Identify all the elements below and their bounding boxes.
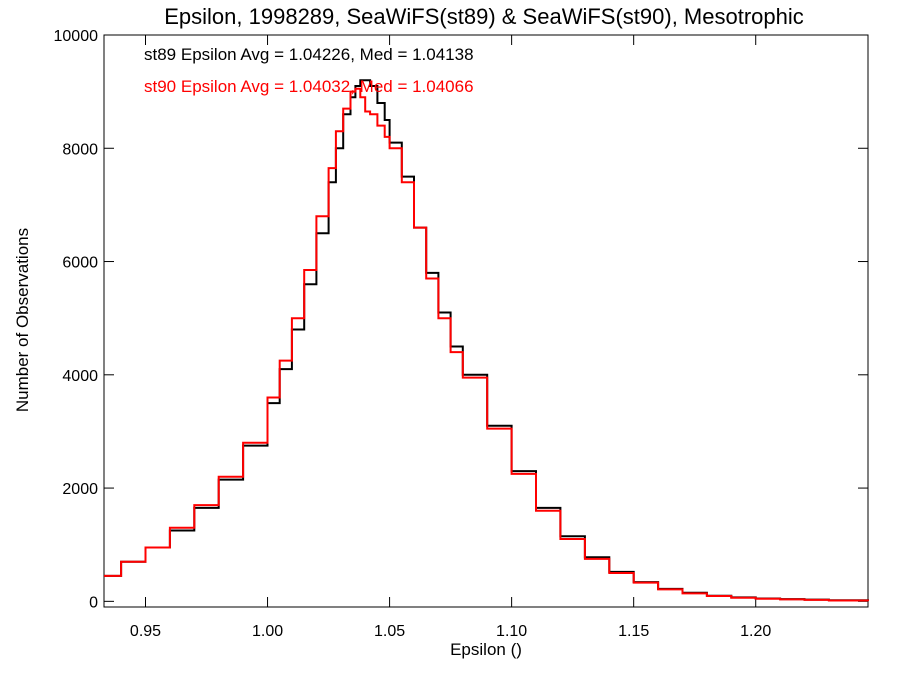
y-axis: 0 2000 4000 6000 8000 10000: [54, 28, 868, 611]
y-tick-label: 10000: [54, 28, 99, 45]
chart-title: Epsilon, 1998289, SeaWiFS(st89) & SeaWiF…: [164, 4, 804, 29]
x-tick-label: 0.95: [130, 623, 161, 640]
x-axis-label: Epsilon (): [450, 640, 522, 659]
y-tick-label: 4000: [62, 368, 98, 385]
y-tick-label: 2000: [62, 481, 98, 498]
series-line-1: [104, 87, 869, 602]
series-layer: [104, 79, 869, 602]
series-line-0: [104, 79, 869, 602]
annotation-st90: st90 Epsilon Avg = 1.04032, Med = 1.0406…: [144, 77, 474, 96]
x-axis: 0.95 1.00 1.05 1.10 1.15 1.20: [130, 35, 771, 640]
plot-frame: [103, 34, 869, 608]
annotation-st89: st89 Epsilon Avg = 1.04226, Med = 1.0413…: [144, 45, 474, 64]
x-tick-label: 1.05: [374, 623, 405, 640]
x-tick-label: 1.00: [252, 623, 283, 640]
y-tick-label: 6000: [62, 255, 98, 272]
x-tick-label: 1.10: [496, 623, 527, 640]
y-axis-label: Number of Observations: [13, 228, 32, 412]
y-tick-label: 0: [89, 594, 98, 611]
x-tick-label: 1.15: [618, 623, 649, 640]
x-tick-label: 1.20: [740, 623, 771, 640]
y-tick-label: 8000: [62, 141, 98, 158]
